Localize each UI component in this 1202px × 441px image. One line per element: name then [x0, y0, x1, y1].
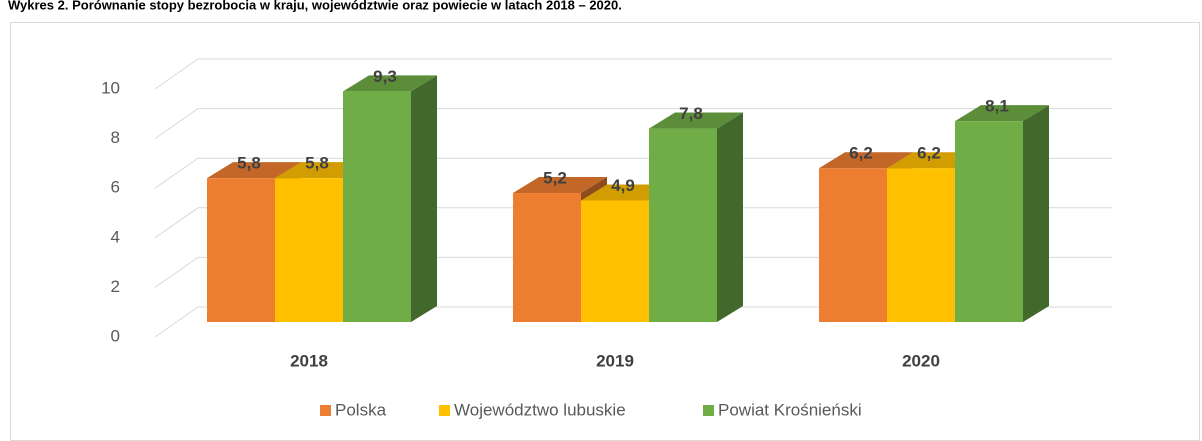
x-tick-label: 2020	[902, 351, 940, 370]
bar	[887, 168, 955, 322]
bar-side	[1023, 105, 1049, 323]
bar	[513, 193, 581, 322]
bar	[649, 128, 717, 322]
x-tick-label: 2019	[596, 351, 634, 370]
data-label: 5,8	[237, 154, 261, 173]
bar-side	[411, 75, 437, 322]
y-tick-label: 10	[101, 78, 120, 97]
grid-line	[154, 108, 1112, 140]
chart-title: Wykres 2. Porównanie stopy bezrobocia w …	[8, 0, 622, 12]
bar	[275, 178, 343, 322]
data-label: 8,1	[985, 97, 1009, 116]
legend-label: Powiat Krośnieński	[718, 400, 862, 419]
y-tick-label: 4	[111, 227, 120, 246]
legend-swatch	[320, 405, 331, 416]
grid-line	[154, 306, 1112, 338]
data-label: 5,8	[305, 154, 329, 173]
bar-side	[717, 112, 743, 322]
grid-line	[154, 58, 1112, 90]
bar-top	[649, 112, 743, 129]
data-label: 9,3	[373, 67, 397, 86]
y-tick-label: 2	[111, 277, 120, 296]
grid-line	[154, 256, 1112, 288]
bar	[343, 91, 411, 322]
data-label: 7,8	[679, 104, 703, 123]
y-tick-label: 0	[111, 326, 120, 345]
y-tick-label: 8	[111, 128, 120, 147]
bar	[207, 178, 275, 322]
legend-swatch	[439, 405, 450, 416]
y-tick-label: 6	[111, 178, 120, 197]
bar	[581, 200, 649, 322]
legend-swatch	[703, 405, 714, 416]
legend-label: Województwo lubuskie	[454, 400, 626, 419]
bar-top	[207, 162, 301, 179]
bar-top	[955, 105, 1049, 122]
bar	[819, 168, 887, 322]
data-label: 4,9	[611, 176, 635, 195]
bar-top	[819, 152, 913, 169]
data-label: 6,2	[849, 144, 873, 163]
legend-label: Polska	[335, 400, 387, 419]
bar-top	[513, 177, 607, 194]
bar	[955, 121, 1023, 323]
grid-line	[154, 207, 1112, 239]
x-tick-label: 2018	[290, 351, 328, 370]
bar-top	[343, 75, 437, 92]
grid-line	[154, 157, 1112, 189]
data-label: 6,2	[917, 144, 941, 163]
data-label: 5,2	[543, 169, 567, 188]
